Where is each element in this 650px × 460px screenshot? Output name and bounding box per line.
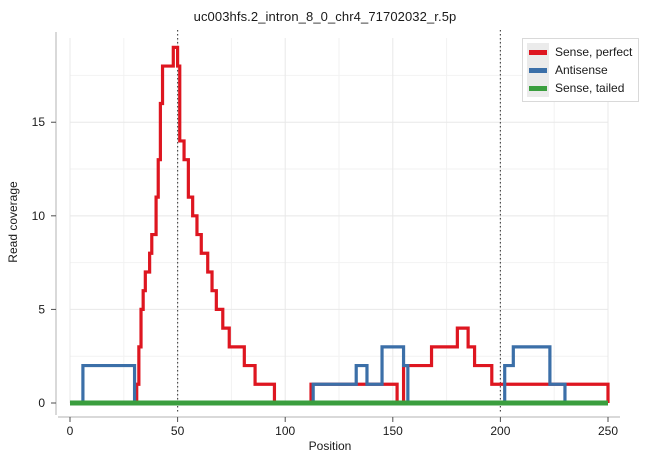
y-tick-label: 5 — [38, 302, 45, 316]
y-tick-label: 10 — [32, 209, 46, 223]
x-tick-label: 200 — [490, 424, 510, 438]
y-axis-title: Read coverage — [6, 181, 20, 263]
legend-swatch-antisense — [529, 67, 547, 73]
x-tick-label: 150 — [383, 424, 403, 438]
y-tick-label: 0 — [38, 396, 45, 410]
chart-legend: Sense, perfect Antisense Sense, tailed — [522, 38, 640, 102]
x-axis-title: Position — [309, 439, 352, 453]
legend-key-sense-tailed — [527, 79, 549, 97]
x-tick-label: 250 — [598, 424, 618, 438]
legend-swatch-sense-perfect — [529, 49, 547, 55]
x-tick-label: 0 — [67, 424, 74, 438]
data-series-group — [70, 45, 610, 406]
chart-title: uc003hfs.2_intron_8_0_chr4_71702032_r.5p — [193, 9, 457, 24]
legend-key-sense-perfect — [527, 43, 549, 61]
x-tick-label: 100 — [275, 424, 295, 438]
axis-group — [51, 32, 620, 422]
legend-label-sense-perfect: Sense, perfect — [555, 45, 633, 59]
legend-label-antisense: Antisense — [555, 63, 608, 77]
y-tick-label: 15 — [32, 115, 46, 129]
legend-swatch-sense-tailed — [529, 85, 547, 91]
series-line-sense-perfect — [70, 45, 610, 405]
legend-key-antisense — [527, 61, 549, 79]
legend-item-sense-tailed[interactable]: Sense, tailed — [527, 79, 632, 97]
legend-label-sense-tailed: Sense, tailed — [555, 81, 625, 95]
legend-item-antisense[interactable]: Antisense — [527, 61, 632, 79]
tick-label-group: 0 50 100 150 200 250 0 5 10 15 — [32, 115, 619, 438]
legend-item-sense-perfect[interactable]: Sense, perfect — [527, 43, 632, 61]
x-tick-label: 50 — [171, 424, 185, 438]
